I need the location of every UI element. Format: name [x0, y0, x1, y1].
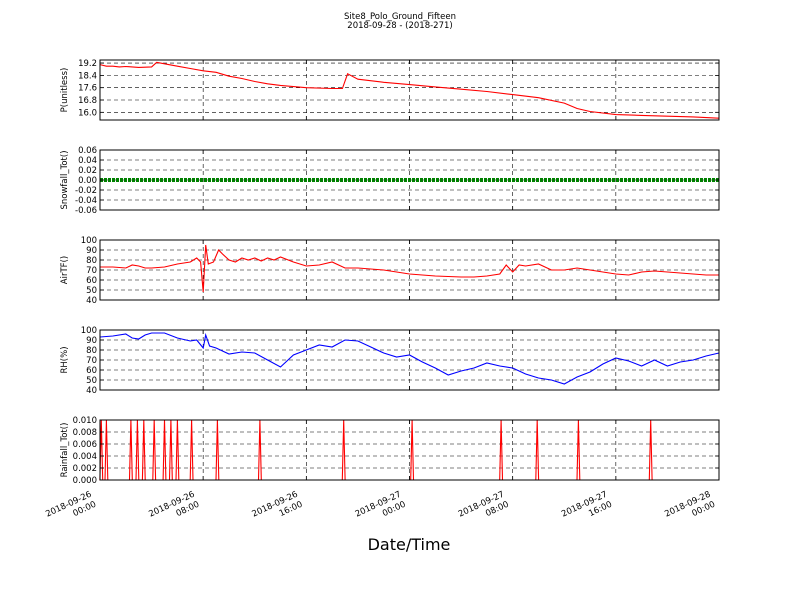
y-tick-label: 50 — [86, 286, 97, 296]
y-tick-label: 100 — [81, 236, 97, 246]
y-axis-label: AirTF() — [60, 256, 70, 284]
y-tick-label: 0.04 — [78, 156, 97, 166]
series-line — [99, 61, 720, 119]
x-tick-label: 2018-09-2608:00 — [147, 490, 201, 530]
y-tick-label: 90 — [86, 336, 97, 346]
chart-panel-1: 19.2 18.4 17.6 16.8 16.0 P(unitless) — [60, 59, 720, 121]
y-axis-label: RH(%) — [60, 346, 70, 373]
series-line — [99, 332, 720, 385]
y-tick-label: 100 — [81, 326, 97, 336]
y-tick-label: 19.2 — [78, 59, 97, 69]
y-tick-label: 16.8 — [78, 96, 97, 106]
y-tick-label: 16.0 — [78, 108, 97, 118]
y-tick-label: 80 — [86, 256, 97, 266]
y-tick-label: 40 — [86, 386, 97, 396]
x-axis-label: Date/Time — [368, 535, 451, 554]
y-tick-label: 0.008 — [73, 428, 97, 438]
y-tick-label: 0.000 — [73, 476, 97, 486]
y-tick-label: 90 — [86, 246, 97, 256]
chart-panel-2: 0.060.040.020.00-0.02-0.04-0.06 Snowfall_… — [60, 146, 720, 216]
y-tick-label: 0.004 — [73, 452, 97, 462]
x-tick-label: 2018-09-2716:00 — [560, 490, 614, 530]
y-tick-label: -0.02 — [75, 186, 97, 196]
y-tick-label: 80 — [86, 346, 97, 356]
x-tick-label: 2018-09-2700:00 — [354, 490, 408, 530]
y-tick-label: 0.00 — [78, 176, 97, 186]
figure-title: Site8_Polo_Ground_Fifteen — [344, 12, 456, 22]
y-tick-label: 0.06 — [78, 146, 97, 156]
y-tick-label: 60 — [86, 366, 97, 376]
y-tick-label: 0.02 — [78, 166, 97, 176]
y-tick-label: 40 — [86, 296, 97, 306]
x-tick-label: 2018-09-2800:00 — [663, 490, 717, 530]
y-tick-label: 60 — [86, 276, 97, 286]
y-axis-label: P(unitless) — [60, 68, 70, 113]
y-tick-label: 0.010 — [73, 416, 97, 426]
y-tick-label: 17.6 — [78, 84, 97, 94]
y-tick-label: 0.002 — [73, 464, 97, 474]
figure-subtitle: 2018-09-28 - (2018-271) — [347, 21, 453, 31]
y-tick-label: -0.06 — [75, 206, 97, 216]
x-tick-label: 2018-09-2708:00 — [457, 490, 511, 530]
y-tick-label: 70 — [86, 356, 97, 366]
y-tick-label: 70 — [86, 266, 97, 276]
y-tick-label: 18.4 — [78, 71, 97, 81]
y-tick-label: -0.04 — [75, 196, 97, 206]
series-line — [100, 244, 719, 293]
y-axis-label: Rainfall_Tot() — [60, 423, 70, 478]
y-tick-label: 50 — [86, 376, 97, 386]
x-tick-label: 2018-09-2616:00 — [251, 490, 305, 530]
y-tick-label: 0.006 — [73, 440, 97, 450]
y-axis-label: Snowfall_Tot() — [60, 150, 70, 209]
chart-panel-5: 0.010 0.008 0.006 0.004 0.002 0.000Rainfall_T… — [60, 416, 720, 486]
x-tick-label: 2018-09-2600:00 — [44, 490, 98, 530]
